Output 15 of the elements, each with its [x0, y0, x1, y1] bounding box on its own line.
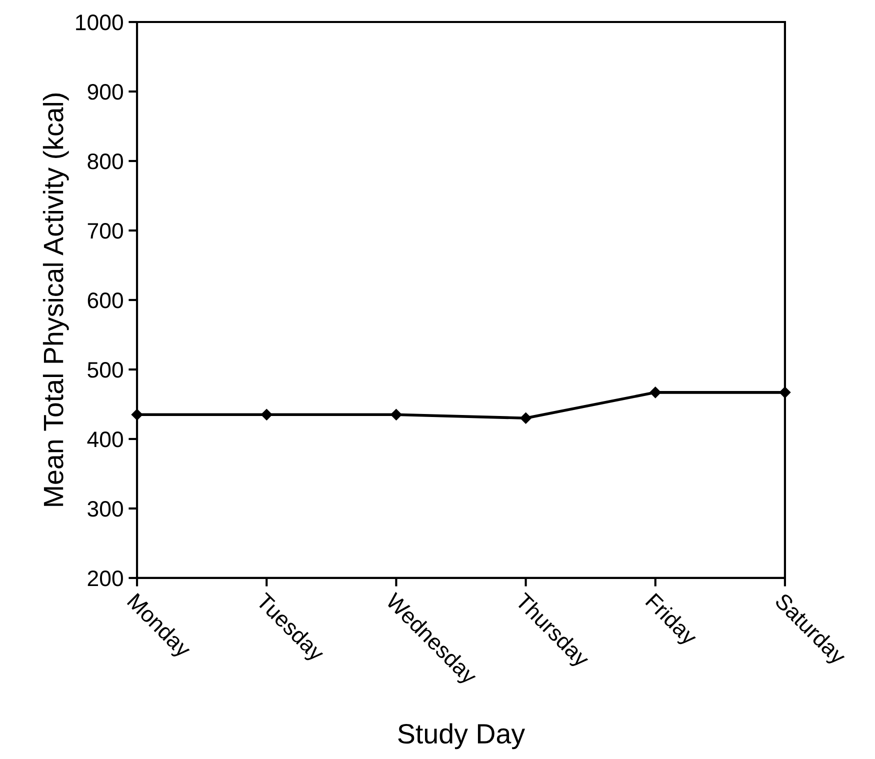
y-tick-label: 300: [88, 501, 123, 517]
y-tick-label: 200: [88, 570, 123, 586]
x-axis-title: Study Day: [398, 723, 526, 750]
y-tick-label: 600: [88, 292, 123, 308]
y-tick-label: 1000: [76, 14, 123, 30]
y-tick-label: 400: [87, 432, 123, 448]
y-tick-label: 800: [88, 154, 123, 170]
y-tick-label: 700: [88, 223, 123, 239]
y-tick-label: 900: [88, 84, 123, 100]
point: [261, 409, 272, 420]
y-axis-title: Mean Total Physical Activity (kcal): [42, 94, 69, 506]
point: [520, 412, 532, 424]
point: [650, 386, 661, 398]
y-tick-label: 500: [88, 362, 123, 378]
point: [390, 409, 402, 420]
